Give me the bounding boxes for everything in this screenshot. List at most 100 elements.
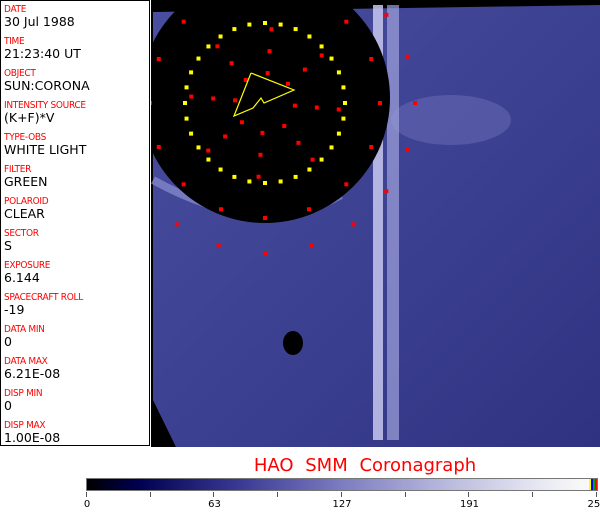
overlay-marker bbox=[296, 140, 301, 145]
overlay-marker bbox=[247, 22, 252, 27]
info-label: SPACECRAFT ROLL bbox=[4, 292, 83, 303]
overlay-marker bbox=[351, 222, 356, 227]
overlay-marker bbox=[319, 44, 324, 49]
overlay-marker bbox=[233, 98, 238, 103]
info-panel: DATE 30 Jul 1988 TIME 21:23:40 UT OBJECT SUN:… bbox=[0, 0, 150, 446]
colorbar-tick-label: 127 bbox=[332, 499, 352, 510]
colorbar-tick bbox=[595, 492, 597, 497]
info-label: FILTER bbox=[4, 164, 32, 175]
overlay-marker bbox=[343, 101, 347, 105]
overlay-marker bbox=[307, 34, 312, 39]
info-value: 1.00E-08 bbox=[4, 430, 61, 445]
bright-streak bbox=[373, 5, 383, 440]
color-bar-annotation-colors bbox=[589, 479, 597, 490]
overlay-marker bbox=[341, 85, 346, 90]
overlay-marker bbox=[329, 56, 334, 61]
overlay-marker bbox=[293, 174, 298, 179]
info-value: (K+F)*V bbox=[4, 110, 55, 125]
overlay-marker bbox=[218, 34, 223, 39]
occulting-disk bbox=[151, 0, 390, 223]
colorbar-tick bbox=[340, 492, 342, 497]
info-field: DATA MAX 6.21E-08 bbox=[4, 356, 60, 381]
colorbar-tick-label: 63 bbox=[208, 499, 221, 510]
colorbar-tick bbox=[149, 492, 151, 497]
overlay-marker bbox=[183, 101, 187, 105]
info-field: DISP MAX 1.00E-08 bbox=[4, 420, 60, 445]
overlay-marker bbox=[181, 182, 186, 187]
overlay-marker bbox=[256, 174, 261, 179]
overlay-marker bbox=[247, 179, 252, 184]
overlay-marker bbox=[413, 101, 417, 105]
info-value: SUN:CORONA bbox=[4, 78, 90, 93]
overlay-marker bbox=[189, 70, 194, 75]
overlay-marker bbox=[405, 54, 410, 59]
colorbar-tick-label: 255 bbox=[587, 499, 600, 510]
overlay-marker bbox=[184, 85, 189, 90]
overlay-marker bbox=[282, 123, 287, 128]
info-label: DATE bbox=[4, 4, 27, 15]
overlay-marker bbox=[405, 147, 410, 152]
overlay-marker bbox=[336, 107, 341, 112]
overlay-marker bbox=[344, 182, 349, 187]
info-field: EXPOSURE 6.144 bbox=[4, 260, 50, 285]
overlay-marker bbox=[319, 157, 324, 162]
colorbar-tick bbox=[213, 492, 215, 497]
overlay-marker bbox=[215, 44, 220, 49]
info-field: FILTER GREEN bbox=[4, 164, 48, 189]
overlay-marker bbox=[223, 134, 228, 139]
overlay-marker bbox=[292, 103, 297, 108]
overlay-marker bbox=[267, 49, 272, 54]
overlay-marker bbox=[310, 157, 315, 162]
overlay-marker bbox=[260, 130, 265, 135]
info-value: CLEAR bbox=[4, 206, 45, 221]
info-value: 6.21E-08 bbox=[4, 366, 61, 381]
overlay-marker bbox=[189, 94, 194, 99]
info-label: DATA MAX bbox=[4, 356, 48, 367]
overlay-marker bbox=[196, 145, 201, 150]
color-bar bbox=[86, 478, 598, 491]
overlay-marker bbox=[206, 44, 211, 49]
overlay-marker bbox=[263, 216, 267, 220]
overlay-marker bbox=[184, 116, 189, 121]
info-field: SECTOR S bbox=[4, 228, 39, 253]
info-field: DISP MIN 0 bbox=[4, 388, 43, 413]
colorbar-tick bbox=[468, 492, 470, 497]
overlay-marker bbox=[369, 56, 374, 61]
info-field: OBJECT SUN:CORONA bbox=[4, 68, 90, 93]
overlay-marker bbox=[344, 19, 349, 24]
grid-overlay bbox=[151, 12, 417, 255]
overlay-marker bbox=[307, 167, 312, 172]
overlay-marker bbox=[181, 19, 186, 24]
info-label: INTENSITY SOURCE bbox=[4, 100, 86, 111]
info-field: SPACECRAFT ROLL -19 bbox=[4, 292, 83, 317]
overlay-marker bbox=[307, 207, 312, 212]
overlay-marker bbox=[378, 101, 382, 105]
colorbar-tick-label: 0 bbox=[83, 499, 91, 510]
overlay-marker bbox=[369, 145, 374, 150]
info-field: DATA MIN 0 bbox=[4, 324, 45, 349]
overlay-marker bbox=[258, 152, 263, 157]
info-value: -19 bbox=[4, 302, 25, 317]
overlay-marker bbox=[218, 167, 223, 172]
info-value: 21:23:40 UT bbox=[4, 46, 81, 61]
info-field: TIME 21:23:40 UT bbox=[4, 36, 81, 61]
overlay-marker bbox=[232, 174, 237, 179]
info-value: S bbox=[4, 238, 12, 253]
overlay-marker bbox=[278, 22, 283, 27]
overlay-marker bbox=[232, 27, 237, 32]
overlay-marker bbox=[285, 81, 290, 86]
overlay-marker bbox=[269, 27, 274, 32]
overlay-marker bbox=[156, 56, 161, 61]
overlay-marker bbox=[216, 243, 221, 248]
overlay-marker bbox=[196, 56, 201, 61]
overlay-marker bbox=[156, 145, 161, 150]
sector-outline bbox=[232, 72, 296, 118]
info-value: 30 Jul 1988 bbox=[4, 14, 75, 29]
overlay-marker bbox=[336, 70, 341, 75]
dark-spot bbox=[283, 331, 303, 355]
overlay-marker bbox=[319, 53, 324, 58]
info-label: EXPOSURE bbox=[4, 260, 51, 271]
colorbar-tick bbox=[277, 492, 279, 497]
info-field: TYPE-OBS WHITE LIGHT bbox=[4, 132, 86, 157]
info-label: OBJECT bbox=[4, 68, 36, 79]
